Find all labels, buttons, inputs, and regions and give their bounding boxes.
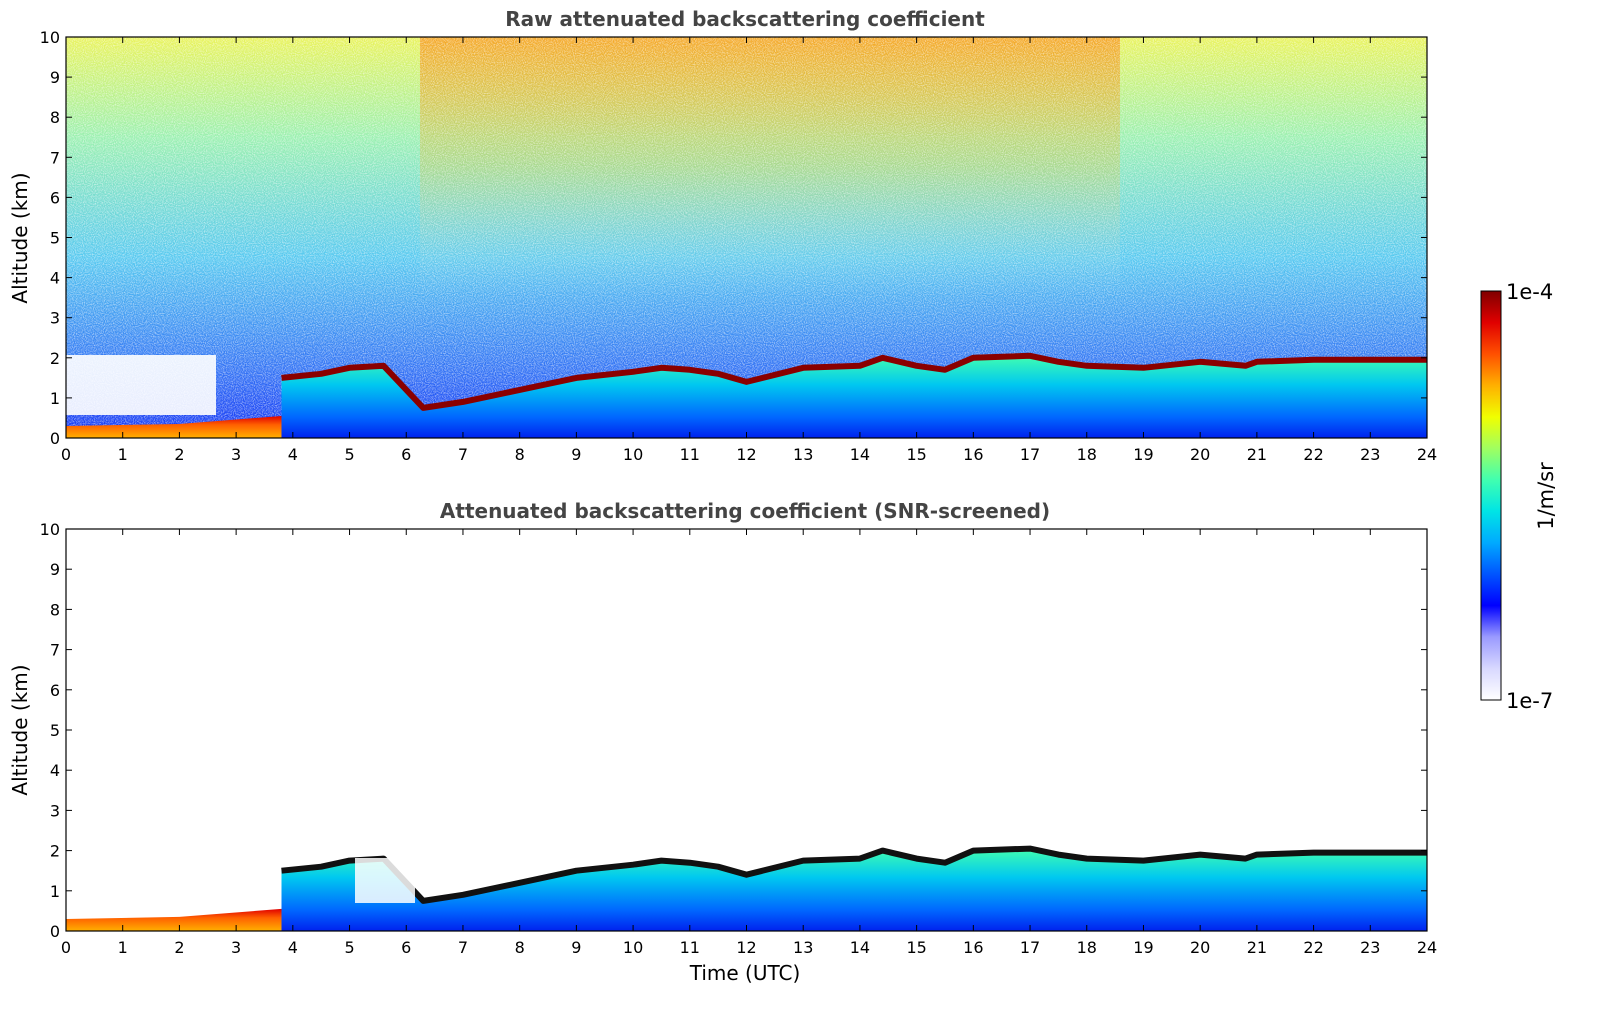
- y-axis-label: Altitude (km): [8, 664, 32, 795]
- screened-gap: [355, 858, 415, 903]
- x-tick-label: 1: [118, 445, 128, 464]
- y-tick-label: 7: [50, 641, 60, 660]
- x-tick-label: 9: [571, 938, 581, 957]
- x-tick-label: 11: [680, 445, 700, 464]
- y-tick-label: 6: [50, 188, 60, 207]
- x-tick-label: 18: [1077, 445, 1097, 464]
- y-tick-label: 0: [50, 429, 60, 448]
- x-tick-label: 6: [401, 445, 411, 464]
- x-tick-label: 12: [736, 445, 756, 464]
- y-tick-label: 8: [50, 600, 60, 619]
- y-tick-label: 5: [50, 721, 60, 740]
- x-tick-label: 2: [174, 445, 184, 464]
- x-tick-label: 5: [344, 938, 354, 957]
- y-tick-label: 4: [50, 761, 60, 780]
- x-tick-label: 22: [1303, 938, 1323, 957]
- y-tick-label: 0: [50, 922, 60, 941]
- plot-area: [66, 529, 1427, 931]
- colorbar-max-label: 1e-4: [1506, 280, 1553, 304]
- x-tick-label: 13: [793, 445, 813, 464]
- x-tick-label: 21: [1247, 938, 1267, 957]
- y-tick-label: 6: [50, 681, 60, 700]
- x-tick-label: 22: [1303, 445, 1323, 464]
- x-tick-label: 15: [906, 938, 926, 957]
- x-tick-label: 14: [850, 445, 870, 464]
- x-tick-label: 16: [963, 445, 983, 464]
- chart-title: Raw attenuated backscattering coefficien…: [505, 7, 985, 31]
- plot-area: [66, 37, 1427, 438]
- y-tick-label: 9: [50, 560, 60, 579]
- axis-ticks: 0 1 2 3 4 5 6 7 8 9 10 11 12 13 14 15 16 17 18 19 20 21 22 23 24…: [40, 520, 1438, 957]
- x-tick-label: 23: [1360, 938, 1380, 957]
- y-tick-label: 5: [50, 229, 60, 248]
- boundary-layer-top: [281, 845, 1427, 904]
- x-tick-label: 5: [344, 445, 354, 464]
- x-tick-label: 13: [793, 938, 813, 957]
- boundary-layer-top: [281, 352, 1427, 411]
- x-tick-label: 20: [1190, 938, 1210, 957]
- x-tick-label: 12: [736, 938, 756, 957]
- x-tick-label: 2: [174, 938, 184, 957]
- y-tick-label: 4: [50, 269, 60, 288]
- x-tick-label: 1: [118, 938, 128, 957]
- colorbar: 1e-4 1e-7 1/m/sr: [1480, 280, 1558, 713]
- y-tick-label: 2: [50, 349, 60, 368]
- colorbar-min-label: 1e-7: [1506, 689, 1553, 713]
- x-tick-label: 9: [571, 445, 581, 464]
- x-tick-label: 8: [515, 445, 525, 464]
- x-tick-label: 20: [1190, 445, 1210, 464]
- x-tick-label: 7: [458, 938, 468, 957]
- x-tick-label: 17: [1020, 445, 1040, 464]
- boundary-layer-fill: [281, 848, 1427, 931]
- y-tick-label: 3: [50, 801, 60, 820]
- x-tick-label: 0: [61, 445, 71, 464]
- low-aerosol-layer: [66, 415, 282, 438]
- x-tick-label: 6: [401, 938, 411, 957]
- y-tick-label: 8: [50, 108, 60, 127]
- x-tick-label: 4: [288, 445, 298, 464]
- chart-title: Attenuated backscattering coefficient (S…: [440, 499, 1050, 523]
- y-tick-label: 3: [50, 309, 60, 328]
- x-tick-label: 24: [1417, 938, 1437, 957]
- y-tick-label: 10: [40, 520, 60, 539]
- colorbar-unit-label: 1/m/sr: [1534, 462, 1558, 530]
- x-tick-label: 14: [850, 938, 870, 957]
- x-tick-label: 11: [680, 938, 700, 957]
- x-tick-label: 23: [1360, 445, 1380, 464]
- x-tick-label: 10: [623, 938, 643, 957]
- x-tick-label: 10: [623, 445, 643, 464]
- x-tick-label: 21: [1247, 445, 1267, 464]
- x-tick-label: 19: [1133, 445, 1153, 464]
- x-tick-label: 18: [1077, 938, 1097, 957]
- y-tick-label: 1: [50, 882, 60, 901]
- boundary-layer-fill: [281, 355, 1427, 438]
- x-tick-label: 17: [1020, 938, 1040, 957]
- colorbar-scale: [1480, 290, 1502, 701]
- x-tick-label: 19: [1133, 938, 1153, 957]
- y-axis-label: Altitude (km): [8, 172, 32, 303]
- y-tick-label: 1: [50, 389, 60, 408]
- x-tick-label: 15: [906, 445, 926, 464]
- clear-air-region: [66, 355, 216, 415]
- x-tick-label: 0: [61, 938, 71, 957]
- axis-ticks: 0 1 2 3 4 5 6 7 8 9 10 11 12 13 14 15 16 17 18 19 20 21 22 23 24…: [40, 28, 1438, 464]
- y-tick-label: 7: [50, 148, 60, 167]
- panel-raw: Raw attenuated backscattering coefficien…: [8, 7, 1437, 464]
- x-tick-label: 4: [288, 938, 298, 957]
- x-tick-label: 3: [231, 938, 241, 957]
- x-tick-label: 3: [231, 445, 241, 464]
- x-tick-label: 24: [1417, 445, 1437, 464]
- low-aerosol-layer: [66, 908, 282, 931]
- y-tick-label: 2: [50, 842, 60, 861]
- y-tick-label: 10: [40, 28, 60, 47]
- x-axis-label: Time (UTC): [689, 961, 801, 985]
- y-tick-label: 9: [50, 68, 60, 87]
- x-tick-label: 8: [515, 938, 525, 957]
- x-tick-label: 16: [963, 938, 983, 957]
- x-tick-label: 7: [458, 445, 468, 464]
- panel-snr-screened: Attenuated backscattering coefficient (S…: [8, 499, 1437, 985]
